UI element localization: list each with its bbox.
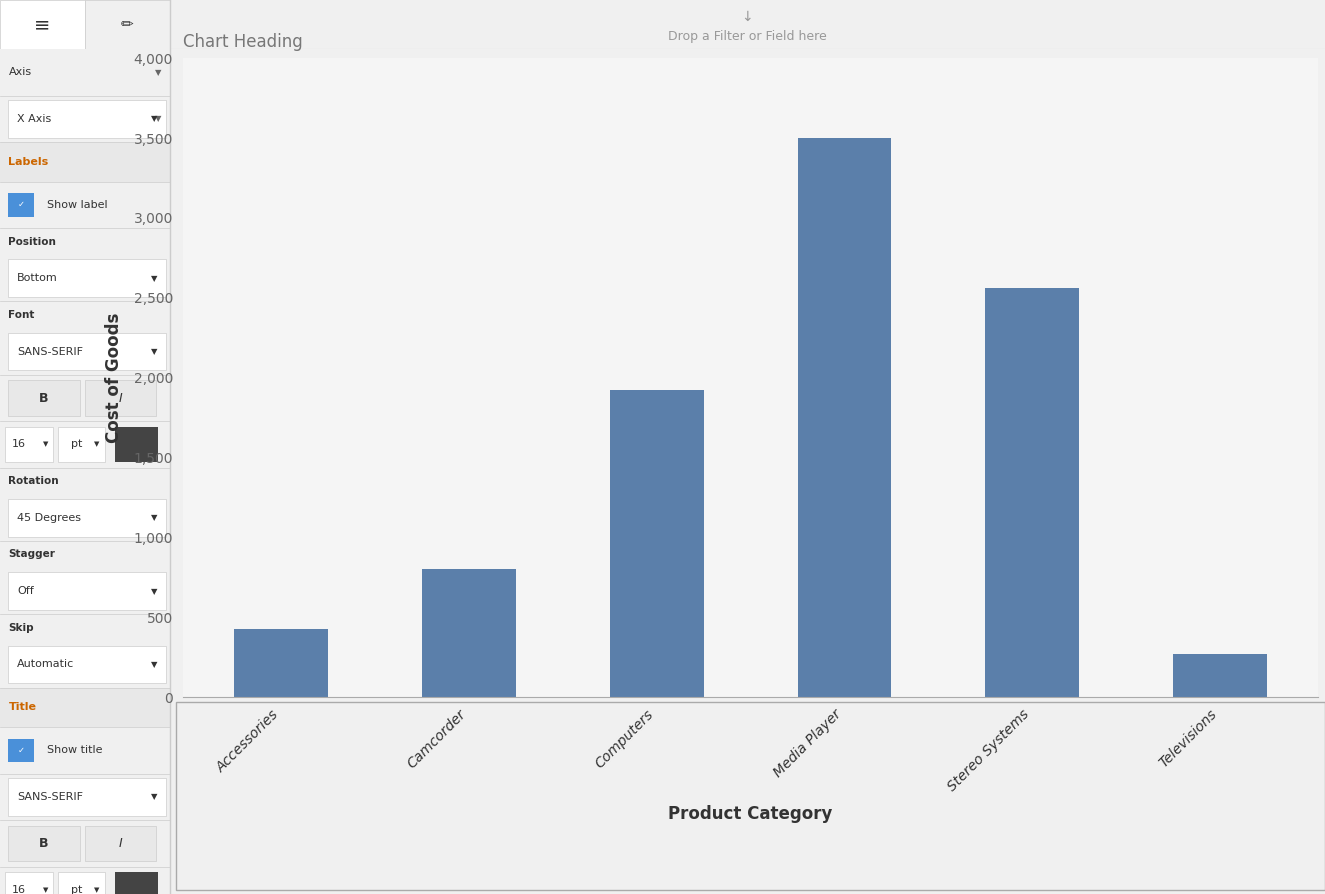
Text: 45 Degrees: 45 Degrees [17,513,81,523]
Text: ↓: ↓ [742,10,753,24]
Bar [8,572,166,610]
Bar [85,825,156,861]
Text: ▼: ▼ [44,887,49,893]
Text: ✏: ✏ [121,17,134,32]
Text: Font: Font [8,310,34,320]
FancyBboxPatch shape [8,193,34,216]
Text: SANS-SERIF: SANS-SERIF [17,792,83,802]
FancyBboxPatch shape [85,0,170,49]
Text: I: I [118,392,122,404]
Bar [8,778,166,815]
Bar [85,380,156,416]
FancyBboxPatch shape [8,738,34,762]
Text: ▼: ▼ [151,513,158,522]
Text: Drop a Filter or Field here: Drop a Filter or Field here [668,30,827,44]
Bar [8,100,166,138]
Bar [8,499,166,536]
Text: Off: Off [17,586,33,596]
Y-axis label: Cost of Goods: Cost of Goods [105,313,122,443]
Text: Bottom: Bottom [17,274,58,283]
Bar [5,426,53,462]
Bar [0,142,170,181]
Text: ▼: ▼ [155,114,162,123]
Bar [8,825,80,861]
Text: ▼: ▼ [44,442,49,448]
Text: Skip: Skip [8,623,34,633]
Bar [0,181,170,228]
Text: Automatic: Automatic [17,660,74,670]
Text: B: B [40,392,49,404]
Text: ▼: ▼ [94,887,99,893]
Text: Position: Position [8,237,57,247]
Text: ▼: ▼ [151,792,158,801]
Bar [8,333,166,370]
Text: X Axis: X Axis [17,114,52,124]
Bar [0,727,170,773]
Text: Chart Heading: Chart Heading [183,33,302,51]
Bar [798,138,892,697]
Text: ≡: ≡ [34,15,50,34]
Text: ✓: ✓ [17,746,25,755]
Text: Labels: Labels [8,157,49,167]
Bar [115,426,158,462]
Bar [58,872,105,894]
Bar [8,259,166,297]
Bar [423,569,515,697]
Text: pt: pt [72,440,82,450]
Bar [58,426,105,462]
X-axis label: Product Category: Product Category [668,805,833,823]
Text: ▼: ▼ [155,68,162,77]
Text: B: B [40,837,49,850]
Text: Axis: Axis [8,67,32,78]
Bar [986,288,1079,697]
Text: Title: Title [8,703,37,713]
Bar [1173,654,1267,697]
Text: ✓: ✓ [17,200,25,209]
Text: pt: pt [72,885,82,894]
Text: ▼: ▼ [151,586,158,595]
Text: Show title: Show title [48,746,103,755]
Bar [8,380,80,416]
Text: ▼: ▼ [151,347,158,356]
Text: Stagger: Stagger [8,550,56,560]
Bar [235,628,329,697]
Text: Show label: Show label [48,200,109,210]
Text: SANS-SERIF: SANS-SERIF [17,347,83,357]
Text: ▼: ▼ [151,660,158,669]
FancyBboxPatch shape [0,0,85,49]
Bar [610,391,704,697]
Text: ▼: ▼ [94,442,99,448]
Bar [115,872,158,894]
Bar [0,687,170,727]
Bar [0,96,170,142]
Text: 16: 16 [12,440,25,450]
Text: I: I [118,837,122,850]
Text: Rotation: Rotation [8,477,60,486]
Bar [8,645,166,683]
Text: ▼: ▼ [151,274,158,283]
Bar [5,872,53,894]
Text: 16: 16 [12,885,25,894]
Text: ▼: ▼ [151,114,158,123]
Bar [0,49,170,96]
